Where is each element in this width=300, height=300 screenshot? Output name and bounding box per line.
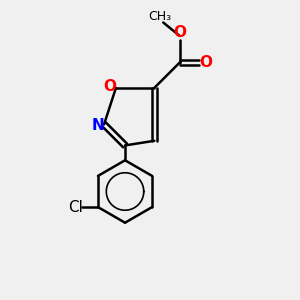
Text: O: O [103,79,116,94]
Text: N: N [91,118,104,134]
Text: Cl: Cl [68,200,83,214]
Text: O: O [173,26,186,40]
Text: CH₃: CH₃ [149,10,172,23]
Text: O: O [199,55,212,70]
